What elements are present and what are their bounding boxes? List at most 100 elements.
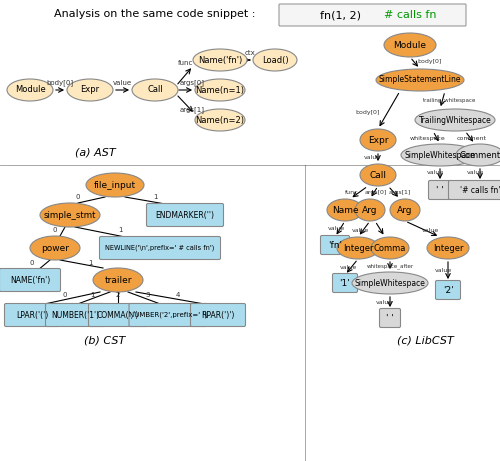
Text: SimpleWhitespace: SimpleWhitespace [404,150,475,160]
Text: args[0]: args[0] [365,189,387,195]
Ellipse shape [253,49,297,71]
Text: 'fn': 'fn' [328,241,342,249]
Text: 0: 0 [63,292,67,298]
Text: Call: Call [147,85,163,95]
Text: (a) AST: (a) AST [74,147,116,157]
Ellipse shape [132,79,178,101]
FancyBboxPatch shape [129,303,207,326]
Ellipse shape [337,237,379,259]
Text: 0: 0 [30,260,34,266]
Text: whitespace: whitespace [410,136,446,141]
Ellipse shape [327,199,363,221]
Text: '# calls fn': '# calls fn' [460,185,500,195]
Text: Comment: Comment [460,150,500,160]
Ellipse shape [384,33,436,57]
Ellipse shape [7,79,53,101]
Ellipse shape [456,144,500,166]
Text: func: func [178,60,194,66]
Text: ENDMARKER(''): ENDMARKER('') [156,211,214,219]
Ellipse shape [93,268,143,292]
Text: body[0]: body[0] [46,80,74,86]
Ellipse shape [415,109,495,131]
Text: Integer: Integer [343,243,373,253]
FancyBboxPatch shape [436,280,460,300]
Ellipse shape [67,79,113,101]
Text: 2: 2 [116,292,120,298]
Ellipse shape [195,109,245,131]
Text: 0: 0 [53,227,57,233]
FancyBboxPatch shape [428,181,452,200]
Text: '2': '2' [442,285,454,295]
Text: body[0]: body[0] [356,110,380,114]
Text: value: value [466,170,483,175]
Text: args[1]: args[1] [180,106,204,113]
FancyBboxPatch shape [190,303,246,326]
Text: value: value [113,80,132,86]
FancyBboxPatch shape [88,303,148,326]
Text: Integer: Integer [433,243,463,253]
Ellipse shape [195,79,245,101]
Text: body[0]: body[0] [418,59,442,65]
Text: Module: Module [394,41,426,49]
Text: Module: Module [14,85,46,95]
Text: 1: 1 [90,292,94,298]
Text: args[0]: args[0] [180,80,204,86]
Text: 0: 0 [76,194,80,200]
Text: Arg: Arg [397,206,413,214]
Text: value: value [434,267,452,272]
Ellipse shape [360,164,396,186]
FancyBboxPatch shape [100,236,220,260]
FancyBboxPatch shape [380,308,400,327]
Text: value: value [328,225,344,230]
Text: ' ': ' ' [386,313,394,323]
Text: value: value [426,170,444,175]
Text: Comma: Comma [374,243,406,253]
Text: args[1]: args[1] [389,189,411,195]
Text: ctx: ctx [244,50,256,56]
Ellipse shape [360,129,396,151]
Text: COMMA(','): COMMA(',') [97,311,139,319]
Text: func: func [345,189,359,195]
Text: 3: 3 [146,292,150,298]
FancyBboxPatch shape [448,181,500,200]
Text: comment: comment [457,136,487,141]
FancyBboxPatch shape [4,303,60,326]
Text: Analysis on the same code snippet :: Analysis on the same code snippet : [54,9,256,19]
FancyBboxPatch shape [320,236,350,254]
Text: 1: 1 [153,194,157,200]
Text: '1': '1' [340,278,350,288]
Text: Expr: Expr [368,136,388,144]
Ellipse shape [30,236,80,260]
FancyBboxPatch shape [332,273,357,292]
Text: NEWLINE('\n',prefix=' # calls fn'): NEWLINE('\n',prefix=' # calls fn') [106,245,214,251]
Text: value: value [340,265,356,270]
Text: (b) CST: (b) CST [84,335,126,345]
Text: Load(): Load() [262,55,288,65]
Text: 1: 1 [88,260,92,266]
FancyBboxPatch shape [0,268,60,291]
Ellipse shape [401,144,479,166]
Ellipse shape [371,237,409,259]
Text: 1: 1 [118,227,122,233]
Text: RPAR(')'): RPAR(')') [202,311,234,319]
Text: trailer: trailer [104,276,132,284]
Text: NAME('fn'): NAME('fn') [10,276,50,284]
Text: # calls fn: # calls fn [384,10,436,20]
Text: NUMBER('1'): NUMBER('1') [51,311,99,319]
Text: LPAR('('): LPAR('(') [16,311,48,319]
Text: NUMBER('2',prefix=' '): NUMBER('2',prefix=' ') [129,312,207,318]
Text: value: value [364,154,380,160]
Text: Name(n=1): Name(n=1) [196,85,244,95]
Text: Name('fn'): Name('fn') [198,55,242,65]
Ellipse shape [427,237,469,259]
Text: ' ': ' ' [436,185,444,195]
Text: simple_stmt: simple_stmt [44,211,96,219]
Ellipse shape [376,69,464,91]
Text: 4: 4 [176,292,180,298]
Text: fn(1, 2): fn(1, 2) [320,10,360,20]
Ellipse shape [390,199,420,221]
Text: value: value [422,227,438,232]
Ellipse shape [193,49,247,71]
Text: trailing_whitespace: trailing_whitespace [424,97,476,103]
Ellipse shape [40,203,100,227]
